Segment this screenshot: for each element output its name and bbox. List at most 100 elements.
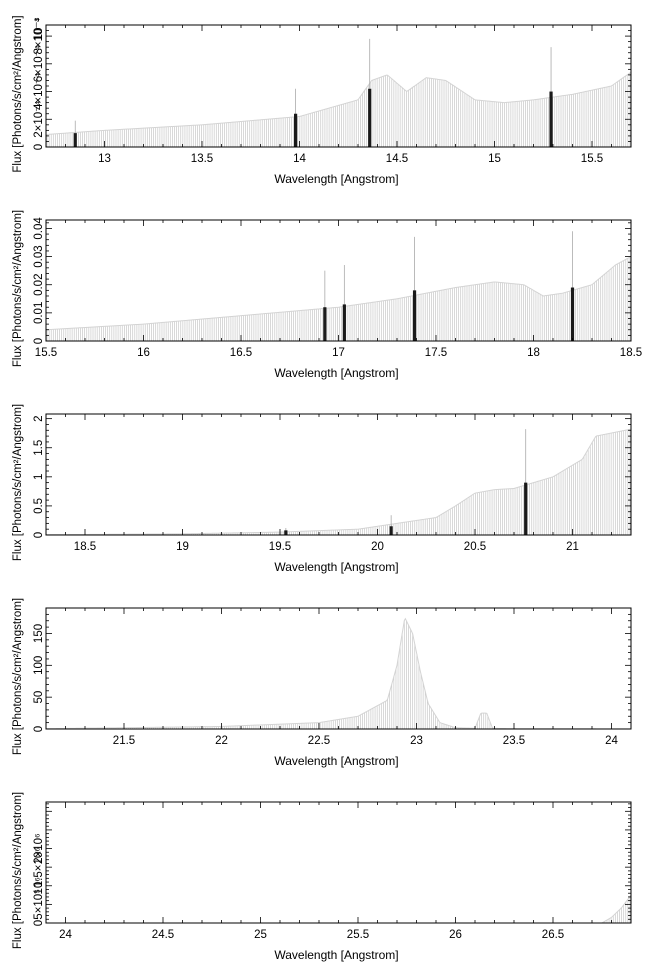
x-tick-label: 25.5 xyxy=(347,929,369,941)
continuum-envelope xyxy=(45,256,632,331)
y-tick-label: 2×10⁶ xyxy=(33,833,45,864)
chart-panel-3: 18.5 19 19.5 20 20.5 21 0 0.5 1 1.5 2 Wavelength [A… xyxy=(12,404,632,574)
x-tick-label: 24.5 xyxy=(152,929,174,941)
continuum-envelope xyxy=(45,428,632,536)
plot-frame xyxy=(45,413,632,536)
chart-panel-2: 15.5 16 16.5 17 17.5 18 18.5 0 0.01 0.02 0.03 0.04 W… xyxy=(12,210,642,380)
x-tick-label: 23.5 xyxy=(503,735,525,747)
y-axis-label: Flux [Photons/s/cm²/Angstrom] xyxy=(12,210,24,367)
y-tick-label: 50 xyxy=(33,691,45,704)
y-tick-label: 0.5 xyxy=(33,498,45,514)
line-bar xyxy=(342,304,346,341)
x-tick-label: 26 xyxy=(449,929,462,941)
continuum-series xyxy=(46,429,631,535)
x-axis-ticks xyxy=(45,414,632,535)
y-tick-label: 6×10⁻⁴ xyxy=(33,45,45,82)
y-axis-ticks xyxy=(46,607,631,730)
x-axis-label: Wavelength [Angstrom] xyxy=(274,172,398,186)
line-bar xyxy=(524,482,528,535)
continuum-envelope xyxy=(45,617,631,730)
y-tick-label: 0.02 xyxy=(33,274,45,296)
y-axis-label: Flux [Photons/s/cm²/Angstrom] xyxy=(12,15,24,172)
x-tick-label: 16 xyxy=(137,347,150,359)
x-axis-ticks xyxy=(45,25,632,147)
line-bar xyxy=(412,290,417,341)
y-tick-label: 2×10⁻⁴ xyxy=(33,101,45,138)
x-tick-label: 19.5 xyxy=(269,541,291,553)
x-tick-label: 22.5 xyxy=(308,735,330,747)
y-tick-label: 100 xyxy=(33,656,45,675)
x-axis-label: Wavelength [Angstrom] xyxy=(274,754,398,768)
x-tick-label: 14.5 xyxy=(386,153,408,165)
y-axis-ticks xyxy=(46,24,631,148)
y-tick-label: 1.5×10⁶ xyxy=(33,847,45,887)
y-tick-label: 0 xyxy=(33,920,45,926)
x-tick-label: 24 xyxy=(59,929,72,941)
x-tick-label: 15.5 xyxy=(35,347,57,359)
x-tick-label: 17 xyxy=(332,347,345,359)
y-axis-ticks xyxy=(46,222,631,342)
continuum-envelope xyxy=(46,894,632,924)
line-bar xyxy=(368,88,372,147)
y-axis-label: Flux [Photons/s/cm²/Angstrom] xyxy=(12,598,24,755)
y-tick-label: 1 xyxy=(33,474,45,480)
line-bar xyxy=(570,287,575,341)
x-tick-label: 18.5 xyxy=(620,347,642,359)
x-axis-ticks xyxy=(45,802,632,923)
x-tick-label: 18.5 xyxy=(74,541,96,553)
y-tick-label: 150 xyxy=(33,624,45,643)
x-tick-label: 22 xyxy=(215,735,228,747)
y-tick-label: 0 xyxy=(33,532,45,538)
x-axis-ticks xyxy=(45,608,632,729)
y-axis-label: Flux [Photons/s/cm²/Angstrom] xyxy=(12,792,24,949)
line-bar xyxy=(323,307,327,341)
y-tick-label: 2 xyxy=(33,415,45,421)
x-tick-label: 26.5 xyxy=(542,929,564,941)
y-tick-label: 10⁻³ xyxy=(33,17,45,40)
continuum-series xyxy=(46,257,631,341)
continuum-series xyxy=(46,72,631,147)
y-tick-label: 0.04 xyxy=(33,217,45,240)
x-tick-label: 13 xyxy=(98,153,111,165)
x-tick-label: 20.5 xyxy=(464,541,486,553)
x-tick-label: 21.5 xyxy=(113,735,135,747)
x-tick-label: 23 xyxy=(410,735,423,747)
x-tick-label: 14 xyxy=(293,153,306,165)
y-tick-label: 8×10⁻⁴ xyxy=(33,18,45,55)
x-tick-label: 18 xyxy=(527,347,540,359)
chart-panel-4: 21.5 22 22.5 23 23.5 24 0 50 100 150 Wavelength [A… xyxy=(12,598,632,768)
x-tick-label: 13.5 xyxy=(191,153,213,165)
continuum-envelope xyxy=(45,71,632,136)
y-tick-label: 0 xyxy=(33,338,45,344)
plot-frame xyxy=(45,607,632,730)
line-bar xyxy=(294,113,298,147)
y-axis-ticks xyxy=(46,803,631,924)
line-bar xyxy=(389,526,393,535)
y-tick-label: 4×10⁻⁴ xyxy=(33,73,45,110)
plot-frame xyxy=(45,801,632,924)
x-tick-label: 15 xyxy=(488,153,501,165)
line-bar xyxy=(549,91,553,147)
y-tick-label: 5×10⁵ xyxy=(33,889,45,920)
x-tick-label: 19 xyxy=(176,541,189,553)
continuum-series xyxy=(602,896,631,923)
x-axis-ticks xyxy=(45,220,632,341)
x-tick-label: 15.5 xyxy=(581,153,603,165)
y-tick-label: 0.03 xyxy=(33,245,45,267)
line-bar xyxy=(284,530,288,535)
y-tick-label: 1.5 xyxy=(33,440,45,456)
x-tick-label: 20 xyxy=(371,541,384,553)
x-tick-label: 25 xyxy=(254,929,267,941)
x-axis-label: Wavelength [Angstrom] xyxy=(274,948,398,962)
x-tick-label: 17.5 xyxy=(425,347,447,359)
x-tick-label: 21 xyxy=(566,541,579,553)
chart-panel-1: 13 13.5 14 14.5 15 15.5 0 2×10⁻⁴4×10⁻⁴6×10⁻⁴8×1… xyxy=(12,15,632,186)
y-tick-label: 10⁶ xyxy=(33,877,45,895)
y-tick-label: 0.01 xyxy=(33,302,45,324)
plot-frame xyxy=(45,219,632,342)
y-axis-label: Flux [Photons/s/cm²/Angstrom] xyxy=(12,404,24,561)
x-axis-label: Wavelength [Angstrom] xyxy=(274,366,398,380)
y-tick-label: 0 xyxy=(33,144,45,150)
